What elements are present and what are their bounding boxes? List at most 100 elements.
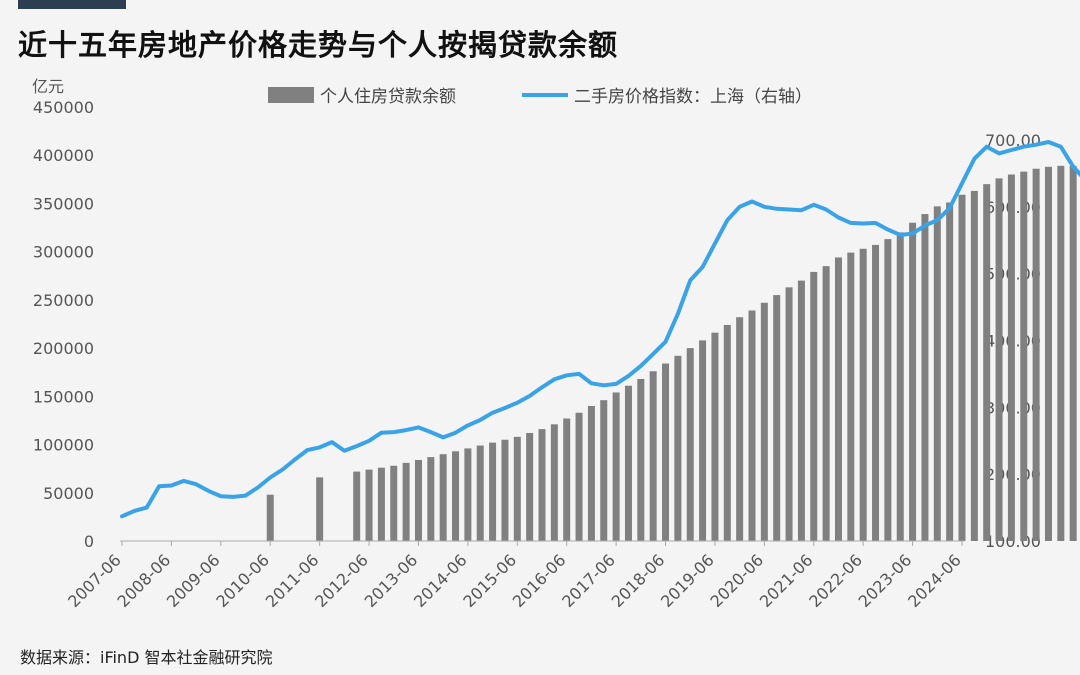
bar <box>1044 166 1052 541</box>
bar <box>316 477 324 541</box>
x-tick-label: 2011-06 <box>262 550 323 611</box>
top-accent-bar <box>18 0 126 9</box>
x-tick-label: 2020-06 <box>706 550 767 611</box>
x-tick-label: 2021-06 <box>756 550 817 611</box>
bar <box>662 363 670 541</box>
left-tick-label: 400000 <box>33 146 94 165</box>
left-tick-label: 300000 <box>33 243 94 262</box>
bar <box>674 355 682 541</box>
bar <box>612 392 620 541</box>
bar <box>847 252 855 541</box>
bar <box>909 222 917 541</box>
bar <box>513 436 521 541</box>
bar <box>587 405 595 541</box>
bar <box>649 371 657 541</box>
left-tick-label: 250000 <box>33 291 94 310</box>
bar <box>921 214 929 541</box>
bar <box>489 442 497 541</box>
bar <box>575 412 583 541</box>
bar <box>859 248 867 542</box>
bar <box>983 184 991 541</box>
x-axis: 2007-062008-062009-062010-062011-062012-… <box>64 541 965 611</box>
x-tick-label: 2018-06 <box>608 550 669 611</box>
bar <box>711 332 719 541</box>
bar-series <box>266 165 1077 542</box>
x-tick-label: 2013-06 <box>361 550 422 611</box>
left-tick-label: 0 <box>84 532 94 551</box>
bar <box>1007 174 1015 541</box>
bar <box>501 439 509 541</box>
bar <box>600 400 608 541</box>
left-axis: 0 50000 100000 150000 200000 250000 300000 3500… <box>33 98 94 551</box>
bar <box>550 424 558 541</box>
legend-line-label: 二手房价格指数：上海（右轴） <box>574 87 812 107</box>
left-tick-label: 350000 <box>33 194 94 213</box>
bar <box>353 471 361 541</box>
x-tick-label: 2019-06 <box>657 550 718 611</box>
x-tick-label: 2024-06 <box>904 550 965 611</box>
data-source-note: 数据来源：iFinD 智本社金融研究院 <box>20 648 273 667</box>
bar <box>834 257 842 541</box>
line-series <box>120 140 1080 519</box>
x-tick-label: 2009-06 <box>163 550 224 611</box>
bar <box>402 462 410 541</box>
bar <box>439 454 447 541</box>
bar <box>538 429 546 541</box>
x-tick-label: 2017-06 <box>558 550 619 611</box>
bar <box>797 280 805 541</box>
bar <box>773 295 781 541</box>
bar <box>563 418 571 541</box>
bar <box>390 465 398 541</box>
bar <box>896 232 904 541</box>
bar <box>624 385 632 541</box>
bar <box>970 190 978 541</box>
bar <box>699 340 707 541</box>
x-tick-label: 2012-06 <box>311 550 372 611</box>
bar <box>526 432 534 541</box>
x-tick-label: 2014-06 <box>410 550 471 611</box>
chart-title: 近十五年房地产价格走势与个人按揭贷款余额 <box>18 28 619 62</box>
x-tick-label: 2008-06 <box>114 550 175 611</box>
bar <box>995 178 1003 541</box>
left-tick-label: 200000 <box>33 339 94 358</box>
x-tick-label: 2016-06 <box>509 550 570 611</box>
legend-bar-label: 个人住房贷款余额 <box>320 87 456 107</box>
bar <box>810 271 818 541</box>
bar <box>958 194 966 541</box>
bar <box>637 378 645 541</box>
x-tick-label: 2007-06 <box>64 550 125 611</box>
bar <box>452 451 460 541</box>
bar <box>748 310 756 541</box>
x-tick-label: 2010-06 <box>212 550 273 611</box>
bar <box>414 459 422 541</box>
x-tick-label: 2023-06 <box>855 550 916 611</box>
bar <box>872 244 880 541</box>
bar <box>1020 171 1028 541</box>
legend-bar-swatch <box>268 87 314 103</box>
bar <box>933 206 941 542</box>
left-tick-label: 50000 <box>43 484 94 503</box>
left-tick-label: 100000 <box>33 436 94 455</box>
bar <box>822 266 830 541</box>
bar <box>884 239 892 541</box>
x-tick-label: 2015-06 <box>459 550 520 611</box>
left-tick-label: 150000 <box>33 387 94 406</box>
bar <box>1032 168 1040 542</box>
bar <box>686 348 694 541</box>
bar <box>427 457 435 541</box>
left-axis-unit: 亿元 <box>32 77 64 96</box>
bar <box>476 445 484 541</box>
left-tick-label: 450000 <box>33 98 94 117</box>
bar <box>1069 165 1077 541</box>
price-index-line <box>120 140 1080 519</box>
bar <box>1057 165 1065 541</box>
bar <box>946 202 954 542</box>
legend: 个人住房贷款余额 二手房价格指数：上海（右轴） <box>268 87 812 107</box>
bar <box>785 287 793 541</box>
bar <box>377 467 385 541</box>
bar <box>464 448 472 541</box>
bar <box>266 494 274 541</box>
bar <box>760 302 768 541</box>
bar <box>736 317 744 541</box>
